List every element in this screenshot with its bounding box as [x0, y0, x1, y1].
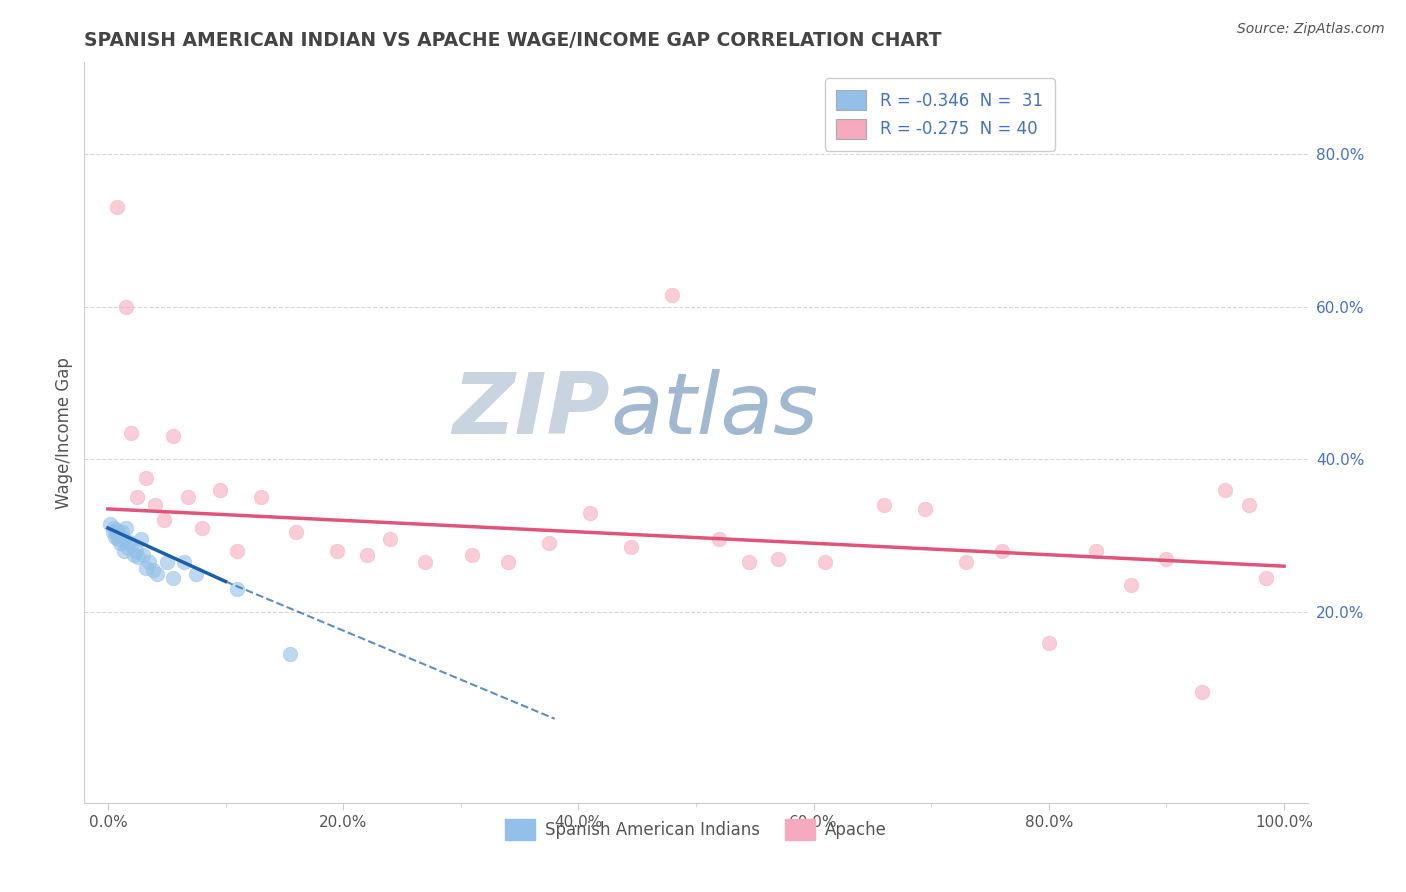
- Point: [127, 491, 149, 505]
- Point: [814, 555, 837, 569]
- Point: [914, 502, 936, 516]
- Point: [1191, 685, 1213, 699]
- Point: [285, 524, 308, 539]
- Point: [162, 429, 184, 443]
- Point: [114, 300, 136, 314]
- Point: [461, 548, 484, 562]
- Point: [135, 471, 157, 485]
- Point: [873, 498, 896, 512]
- Point: [208, 483, 231, 497]
- Text: ZIP: ZIP: [453, 369, 610, 452]
- Point: [184, 566, 207, 581]
- Point: [738, 555, 761, 569]
- Point: [226, 544, 249, 558]
- Point: [278, 647, 301, 661]
- Point: [768, 551, 790, 566]
- Point: [103, 521, 125, 535]
- Text: Source: ZipAtlas.com: Source: ZipAtlas.com: [1237, 22, 1385, 37]
- Point: [156, 555, 179, 569]
- Point: [162, 571, 184, 585]
- Point: [129, 533, 152, 547]
- Point: [104, 530, 127, 544]
- Point: [326, 544, 349, 558]
- Point: [177, 491, 200, 505]
- Point: [107, 533, 129, 547]
- Point: [98, 517, 121, 532]
- Point: [579, 506, 602, 520]
- Point: [1256, 571, 1278, 585]
- Point: [143, 498, 166, 512]
- Point: [135, 560, 157, 574]
- Point: [125, 544, 148, 558]
- Point: [380, 533, 402, 547]
- Y-axis label: Wage/Income Gap: Wage/Income Gap: [55, 357, 73, 508]
- Point: [1237, 498, 1260, 512]
- Point: [127, 549, 149, 564]
- Point: [1156, 551, 1178, 566]
- Point: [415, 555, 437, 569]
- Point: [955, 555, 977, 569]
- Point: [112, 544, 135, 558]
- Point: [249, 491, 271, 505]
- Point: [1121, 578, 1143, 592]
- Text: atlas: atlas: [610, 369, 818, 452]
- Point: [1213, 483, 1236, 497]
- Point: [105, 523, 128, 537]
- Point: [1038, 635, 1060, 649]
- Point: [105, 526, 128, 541]
- Point: [153, 513, 176, 527]
- Point: [191, 521, 214, 535]
- Point: [496, 555, 519, 569]
- Point: [661, 288, 683, 302]
- Point: [142, 563, 165, 577]
- Point: [101, 524, 124, 539]
- Point: [120, 538, 142, 552]
- Point: [110, 529, 132, 543]
- Point: [1084, 544, 1107, 558]
- Point: [537, 536, 560, 550]
- Point: [105, 201, 128, 215]
- Point: [356, 548, 378, 562]
- Point: [118, 534, 141, 549]
- Legend: Spanish American Indians, Apache: Spanish American Indians, Apache: [498, 813, 894, 847]
- Point: [112, 533, 135, 547]
- Point: [226, 582, 249, 596]
- Point: [138, 555, 160, 569]
- Point: [111, 524, 134, 539]
- Point: [991, 544, 1014, 558]
- Point: [173, 555, 195, 569]
- Point: [122, 548, 145, 562]
- Point: [146, 566, 169, 581]
- Text: SPANISH AMERICAN INDIAN VS APACHE WAGE/INCOME GAP CORRELATION CHART: SPANISH AMERICAN INDIAN VS APACHE WAGE/I…: [84, 30, 942, 50]
- Point: [709, 533, 731, 547]
- Point: [114, 521, 136, 535]
- Point: [120, 425, 142, 440]
- Point: [115, 540, 138, 554]
- Point: [108, 536, 131, 550]
- Point: [620, 540, 643, 554]
- Point: [132, 548, 155, 562]
